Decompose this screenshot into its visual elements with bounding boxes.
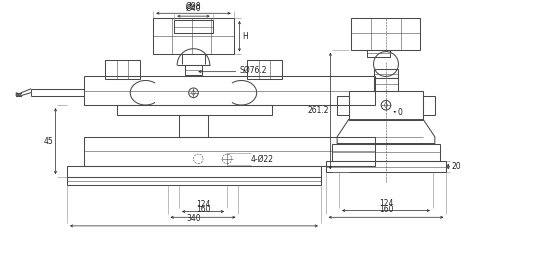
Bar [247,60,282,79]
Bar [67,177,321,185]
Text: 160: 160 [379,205,393,214]
Bar [84,76,375,105]
Text: 124: 124 [196,200,210,209]
Bar [179,115,208,137]
Text: 124: 124 [379,199,393,208]
Bar [67,165,321,177]
Text: SØ76.2: SØ76.2 [239,66,267,75]
Bar [374,69,398,78]
Bar [349,91,423,120]
Text: 4-Ø22: 4-Ø22 [251,154,274,163]
Text: Ø98: Ø98 [186,1,201,10]
Bar [185,65,202,74]
Text: H: H [242,32,248,41]
Text: 0: 0 [398,108,403,117]
Bar [423,96,435,115]
Bar [367,50,390,57]
Text: 160: 160 [196,205,211,214]
Text: 340: 340 [187,214,201,223]
Text: Ø40: Ø40 [186,4,201,13]
Bar [326,161,446,172]
Text: 45: 45 [44,137,54,146]
Text: 261.2: 261.2 [307,107,329,116]
Bar [174,20,213,33]
Bar [117,105,272,115]
Bar [106,60,140,79]
Bar [337,96,349,115]
Bar [374,78,398,91]
Bar [351,18,421,50]
Polygon shape [16,93,21,96]
Bar [153,18,234,54]
Text: 20: 20 [451,162,461,171]
Bar [332,143,440,161]
Bar [84,137,375,165]
